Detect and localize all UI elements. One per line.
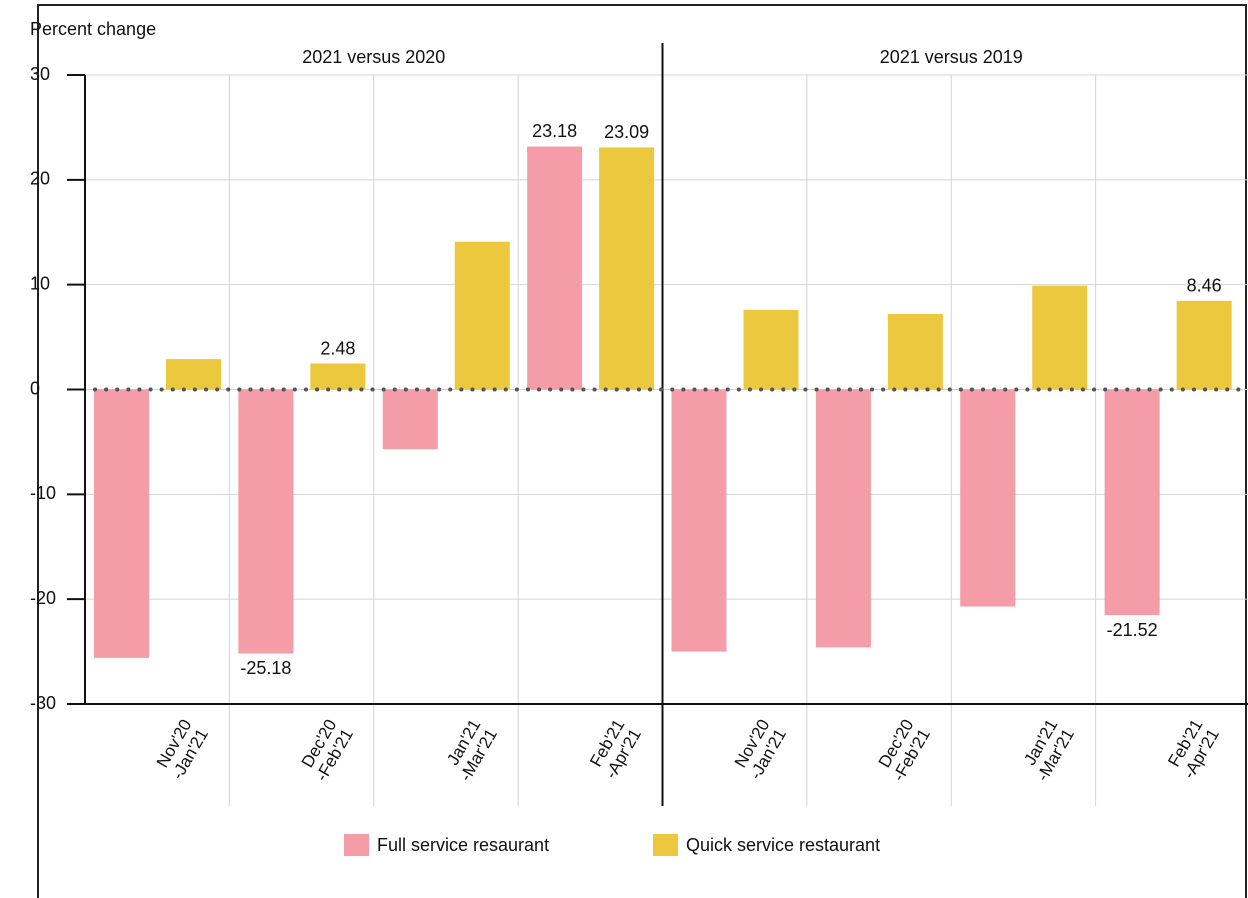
panel-title: 2021 versus 2019	[880, 47, 1023, 67]
y-tick-label: 30	[30, 64, 50, 84]
y-tick-label: -20	[30, 588, 56, 608]
bar	[94, 389, 149, 658]
y-tick-label: 10	[30, 273, 50, 293]
y-tick-label: -10	[30, 483, 56, 503]
bar	[815, 389, 871, 648]
data-label: 23.18	[532, 121, 577, 141]
y-tick-label: -30	[30, 693, 56, 713]
data-label: 2.48	[320, 338, 355, 358]
bar	[1032, 285, 1088, 390]
bar	[743, 309, 799, 390]
data-label: -25.18	[240, 658, 291, 678]
bar	[960, 389, 1016, 607]
bar	[454, 241, 510, 390]
y-axis-label: Percent change	[30, 19, 156, 39]
y-tick-label: 0	[30, 378, 40, 398]
data-label: 23.09	[604, 122, 649, 142]
bar	[599, 147, 655, 390]
bar	[1104, 389, 1160, 616]
bar	[887, 314, 943, 390]
bar	[238, 389, 294, 654]
y-tick-label: 20	[30, 169, 50, 189]
bar	[527, 146, 583, 390]
legend-swatch	[653, 834, 678, 856]
bar	[166, 359, 221, 390]
bar	[310, 363, 366, 390]
bar	[671, 389, 727, 652]
data-label: 8.46	[1187, 276, 1222, 296]
panel-title: 2021 versus 2020	[302, 47, 445, 67]
legend-label: Full service resaurant	[377, 835, 549, 855]
data-label: -21.52	[1107, 620, 1158, 640]
legend-swatch	[344, 834, 369, 856]
bar	[382, 389, 438, 450]
frame	[37, 4, 1247, 898]
bar	[1176, 300, 1232, 390]
legend-label: Quick service restaurant	[686, 835, 880, 855]
